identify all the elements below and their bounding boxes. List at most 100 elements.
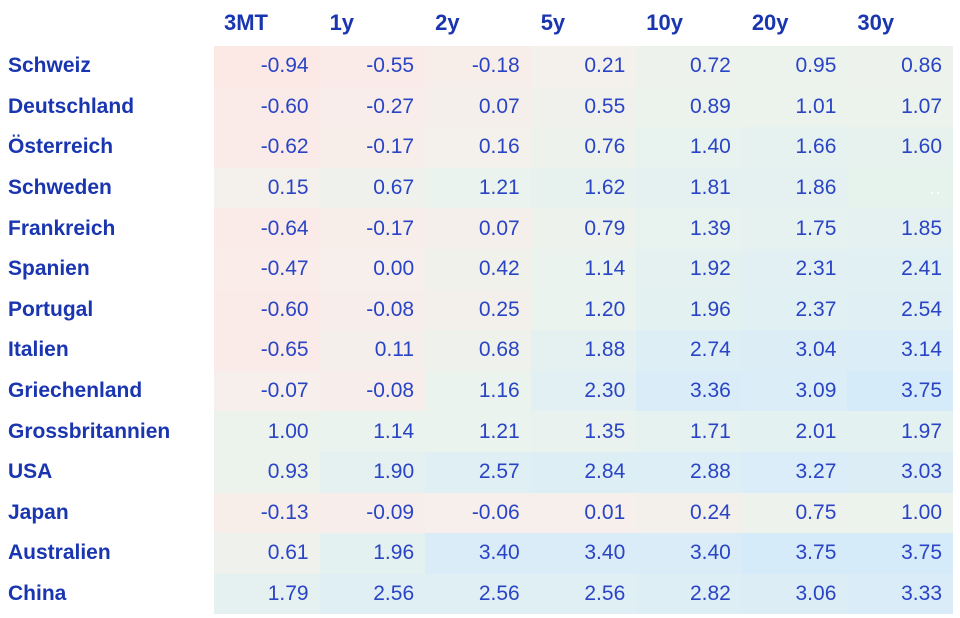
value-cell: -0.94 xyxy=(214,46,320,87)
value-cell: 3.09 xyxy=(741,370,848,412)
value-cell: -0.08 xyxy=(319,289,426,331)
value-cell: 1.88 xyxy=(530,330,637,371)
value-cell: -0.17 xyxy=(319,127,426,168)
value-cell: 1.96 xyxy=(636,289,742,331)
value-cell: 0.11 xyxy=(319,330,426,371)
value-cell: 1.14 xyxy=(319,411,426,452)
column-header-3mt: 3MT xyxy=(214,0,320,46)
value-cell: -0.55 xyxy=(319,46,426,87)
value-cell: 1.86 xyxy=(741,167,848,209)
value-cell: 1.40 xyxy=(636,127,742,168)
value-cell: 0.86 xyxy=(847,46,953,87)
table-row-usa: USA 0.93 1.90 2.57 2.84 2.88 3.27 3.03 xyxy=(0,451,953,493)
value-cell: 2.82 xyxy=(636,573,742,615)
value-cell: -0.60 xyxy=(214,86,320,128)
table-row-portugal: Portugal -0.60 -0.08 0.25 1.20 1.96 2.37 2.54 xyxy=(0,289,953,331)
corner-cell xyxy=(0,0,214,46)
row-label-grossbritannien: Grossbritannien xyxy=(0,411,214,452)
value-cell: 3.36 xyxy=(636,370,742,412)
table-row-o-sterreich: Österreich -0.62 -0.17 0.16 0.76 1.40 1.66 1.60 xyxy=(0,127,953,168)
value-cell: 2.31 xyxy=(741,248,848,290)
value-cell: 0.15 xyxy=(214,167,320,209)
value-cell: 1.20 xyxy=(530,289,637,331)
value-cell: -0.08 xyxy=(319,370,426,412)
value-cell: 1.01 xyxy=(741,86,848,128)
table-row-grossbritannien: Grossbritannien 1.00 1.14 1.21 1.35 1.71 2.01 1… xyxy=(0,411,953,452)
value-cell: 3.75 xyxy=(847,533,953,574)
value-cell: 0.21 xyxy=(530,46,637,87)
value-cell: 0.25 xyxy=(425,289,531,331)
row-label-deutschland: Deutschland xyxy=(0,86,214,128)
value-cell: 1.14 xyxy=(530,248,637,290)
value-cell: -0.07 xyxy=(214,370,320,412)
value-cell: 3.33 xyxy=(847,573,953,615)
value-cell: 1.92 xyxy=(636,248,742,290)
header-row: 3MT 1y 2y 5y 10y 20y 30y xyxy=(0,0,953,46)
value-cell: 0.61 xyxy=(214,533,320,574)
row-label-frankreich: Frankreich xyxy=(0,208,214,249)
value-cell: 1.96 xyxy=(319,533,426,574)
value-cell: 1.35 xyxy=(530,411,637,452)
value-cell: -0.60 xyxy=(214,289,320,331)
value-cell: 1.75 xyxy=(741,208,848,249)
value-cell: 0.55 xyxy=(530,86,637,128)
value-cell: 0.67 xyxy=(319,167,426,209)
value-cell: 2.56 xyxy=(425,573,531,615)
value-cell: 2.57 xyxy=(425,451,531,493)
row-label-italien: Italien xyxy=(0,330,214,371)
value-cell: 1.39 xyxy=(636,208,742,249)
value-cell: 1.79 xyxy=(214,573,320,615)
value-cell: 0.42 xyxy=(425,248,531,290)
value-cell: 0.93 xyxy=(214,451,320,493)
table-row-deutschland: Deutschland -0.60 -0.27 0.07 0.55 0.89 1.01 1.0… xyxy=(0,86,953,128)
value-cell: 1.00 xyxy=(847,492,953,534)
value-cell: 0.75 xyxy=(741,492,848,534)
column-header-2y: 2y xyxy=(425,0,531,46)
value-cell: -0.64 xyxy=(214,208,320,249)
value-cell: 0.68 xyxy=(425,330,531,371)
table-row-japan: Japan -0.13 -0.09 -0.06 0.01 0.24 0.75 1.00 xyxy=(0,492,953,534)
missing-value-mark: .. xyxy=(930,181,942,198)
value-cell: 2.56 xyxy=(530,573,637,615)
table-row-china: China 1.79 2.56 2.56 2.56 2.82 3.06 3.33 xyxy=(0,573,953,615)
column-header-5y: 5y xyxy=(530,0,637,46)
row-label-china: China xyxy=(0,573,214,615)
value-cell: 1.00 xyxy=(214,411,320,452)
value-cell: 0.95 xyxy=(741,46,848,87)
value-cell: 1.71 xyxy=(636,411,742,452)
value-cell: 2.74 xyxy=(636,330,742,371)
value-cell: 1.21 xyxy=(425,411,531,452)
value-cell: -0.27 xyxy=(319,86,426,128)
value-cell: 0.16 xyxy=(425,127,531,168)
column-header-30y: 30y xyxy=(847,0,953,46)
row-label-griechenland: Griechenland xyxy=(0,370,214,412)
table-row-frankreich: Frankreich -0.64 -0.17 0.07 0.79 1.39 1.75 1.85 xyxy=(0,208,953,249)
value-cell: 1.90 xyxy=(319,451,426,493)
table-row-australien: Australien 0.61 1.96 3.40 3.40 3.40 3.75 3.75 xyxy=(0,533,953,574)
row-label-o-sterreich: Österreich xyxy=(0,127,214,168)
value-cell: 2.54 xyxy=(847,289,953,331)
value-cell: 1.66 xyxy=(741,127,848,168)
value-cell: -0.18 xyxy=(425,46,531,87)
value-cell: 1.81 xyxy=(636,167,742,209)
value-cell: 1.60 xyxy=(847,127,953,168)
value-cell: 2.01 xyxy=(741,411,848,452)
value-cell: 3.40 xyxy=(425,533,531,574)
column-header-20y: 20y xyxy=(741,0,848,46)
column-header-10y: 10y xyxy=(636,0,742,46)
value-cell: -0.62 xyxy=(214,127,320,168)
value-cell: 2.56 xyxy=(319,573,426,615)
value-cell: 3.40 xyxy=(636,533,742,574)
value-cell: -0.09 xyxy=(319,492,426,534)
row-label-schweden: Schweden xyxy=(0,167,214,209)
value-cell: 0.07 xyxy=(425,86,531,128)
value-cell: 0.24 xyxy=(636,492,742,534)
value-cell: .. xyxy=(847,167,953,209)
value-cell: 2.88 xyxy=(636,451,742,493)
table-row-spanien: Spanien -0.47 0.00 0.42 1.14 1.92 2.31 2.41 xyxy=(0,248,953,290)
value-cell: 3.75 xyxy=(847,370,953,412)
value-cell: 0.07 xyxy=(425,208,531,249)
value-cell: 1.62 xyxy=(530,167,637,209)
value-cell: -0.13 xyxy=(214,492,320,534)
